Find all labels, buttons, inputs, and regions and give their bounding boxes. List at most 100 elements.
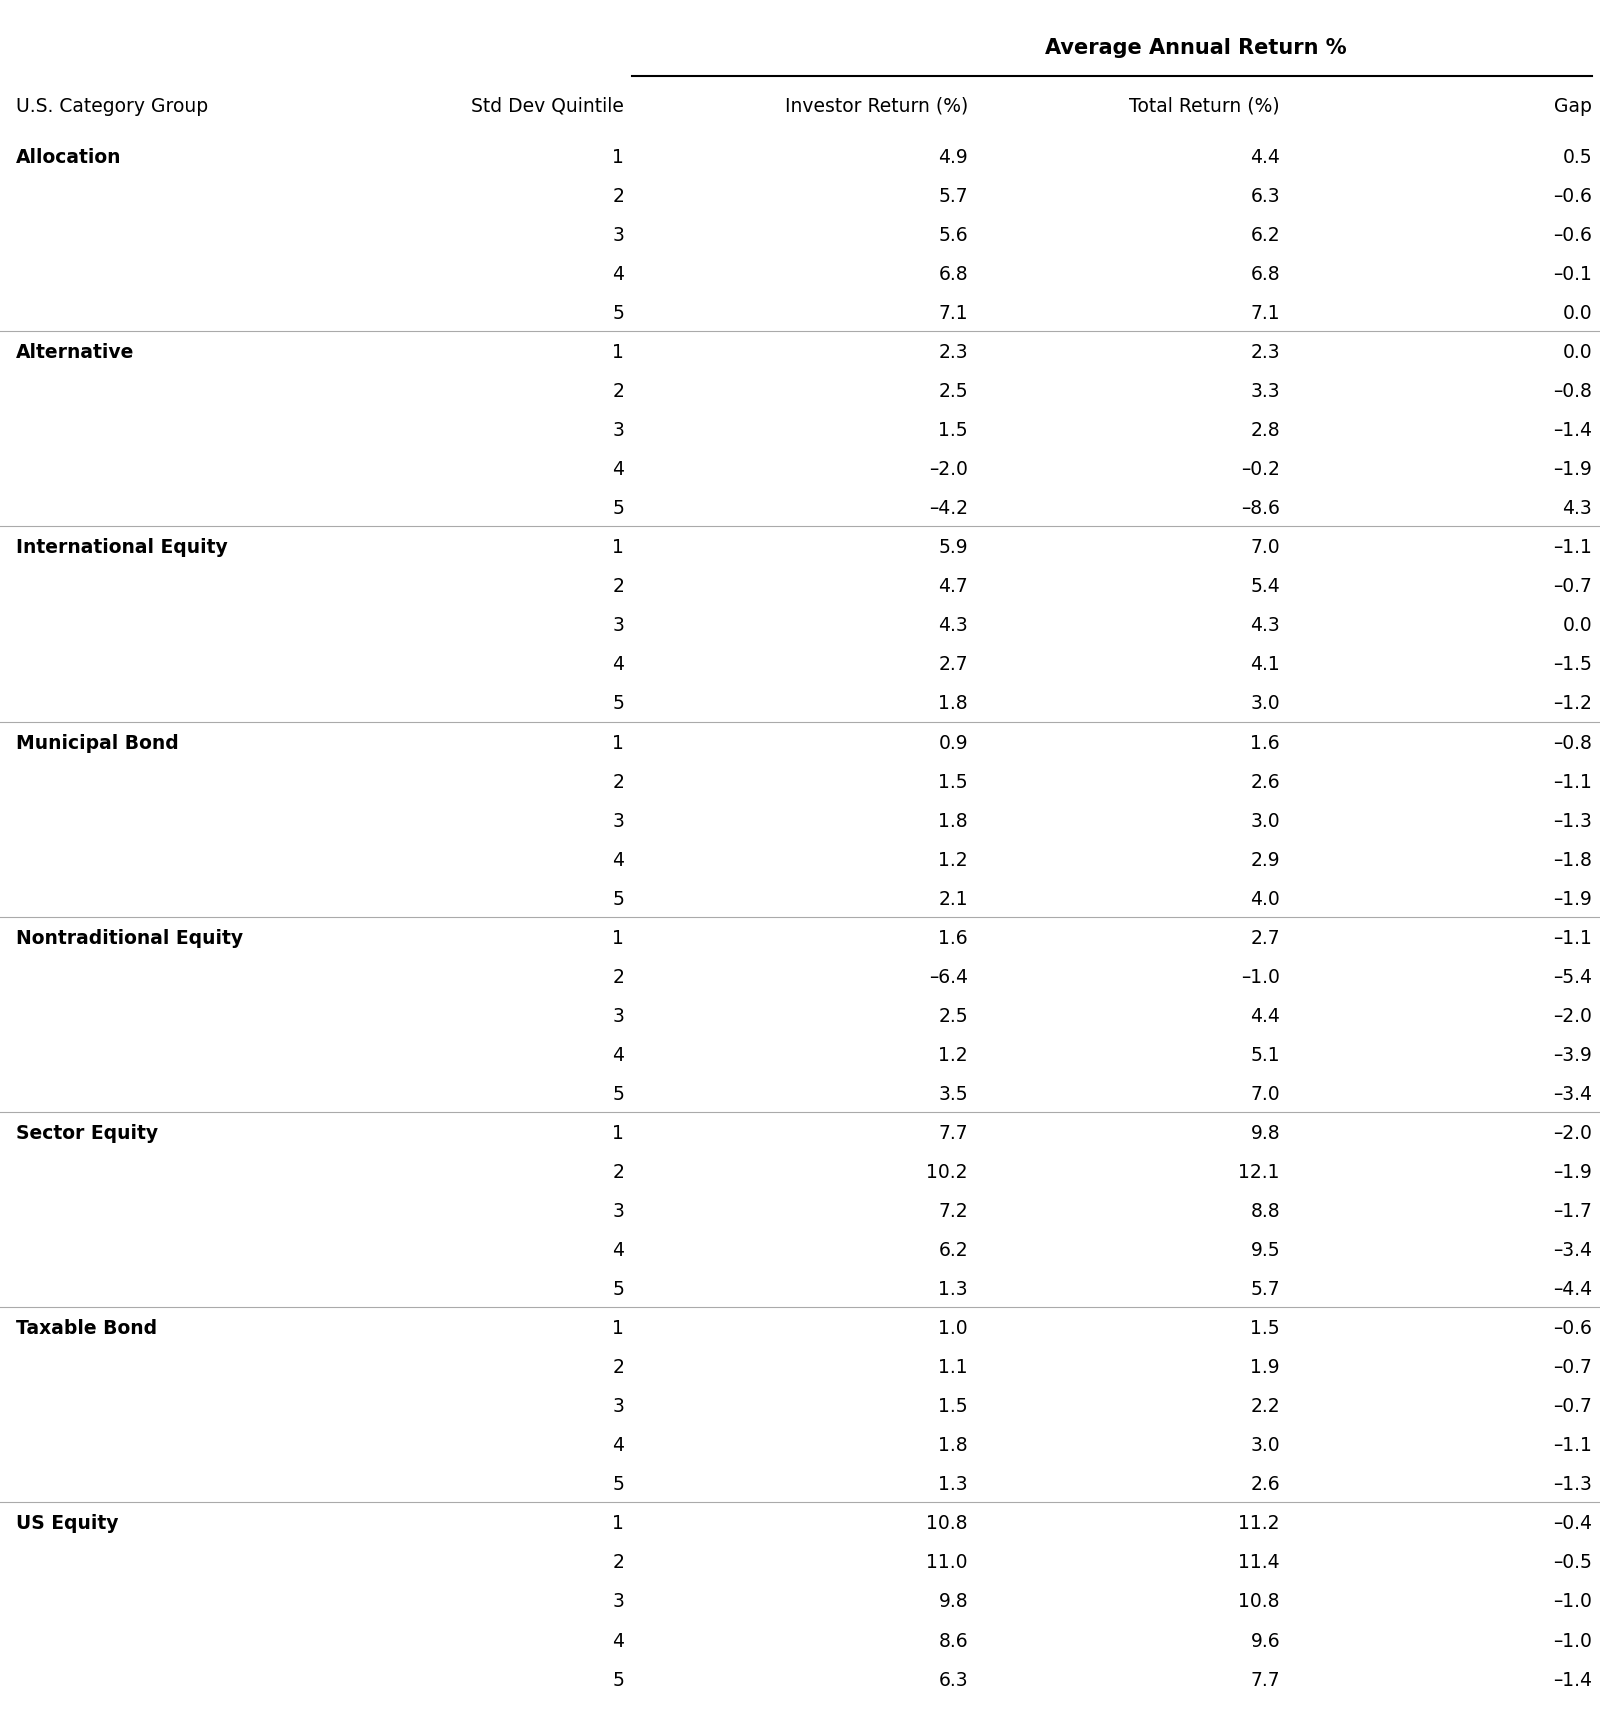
Text: 4: 4 — [611, 460, 624, 479]
Text: 1.0: 1.0 — [938, 1320, 968, 1339]
Text: –0.7: –0.7 — [1554, 1358, 1592, 1377]
Text: 0.5: 0.5 — [1562, 147, 1592, 166]
Text: –1.1: –1.1 — [1554, 773, 1592, 792]
Text: 4: 4 — [611, 265, 624, 284]
Text: 7.1: 7.1 — [1250, 304, 1280, 324]
Text: 4: 4 — [611, 1240, 624, 1259]
Text: –0.6: –0.6 — [1554, 187, 1592, 206]
Text: 1: 1 — [613, 343, 624, 362]
Text: 2.9: 2.9 — [1250, 851, 1280, 870]
Text: U.S. Category Group: U.S. Category Group — [16, 97, 208, 116]
Text: Sector Equity: Sector Equity — [16, 1124, 158, 1144]
Text: 5: 5 — [613, 694, 624, 713]
Text: 4: 4 — [611, 1436, 624, 1455]
Text: –0.7: –0.7 — [1554, 1398, 1592, 1417]
Text: 2.6: 2.6 — [1250, 1476, 1280, 1495]
Text: 1: 1 — [613, 147, 624, 166]
Text: 0.0: 0.0 — [1562, 343, 1592, 362]
Text: 9.8: 9.8 — [1250, 1124, 1280, 1144]
Text: –1.8: –1.8 — [1554, 851, 1592, 870]
Text: 2: 2 — [613, 382, 624, 401]
Text: –1.0: –1.0 — [1554, 1631, 1592, 1650]
Text: –1.4: –1.4 — [1554, 420, 1592, 439]
Text: –0.6: –0.6 — [1554, 227, 1592, 246]
Text: 1: 1 — [613, 1514, 624, 1533]
Text: 5: 5 — [613, 1671, 624, 1690]
Text: –1.9: –1.9 — [1554, 1163, 1592, 1182]
Text: –1.0: –1.0 — [1242, 967, 1280, 986]
Text: 3: 3 — [613, 811, 624, 830]
Text: 2: 2 — [613, 187, 624, 206]
Text: 5: 5 — [613, 304, 624, 324]
Text: Total Return (%): Total Return (%) — [1130, 97, 1280, 116]
Text: US Equity: US Equity — [16, 1514, 118, 1533]
Text: 1.8: 1.8 — [938, 811, 968, 830]
Text: 2.5: 2.5 — [938, 1007, 968, 1026]
Text: 3.0: 3.0 — [1250, 1436, 1280, 1455]
Text: –1.1: –1.1 — [1554, 929, 1592, 948]
Text: 6.8: 6.8 — [1250, 265, 1280, 284]
Text: –0.7: –0.7 — [1554, 578, 1592, 597]
Text: 5.9: 5.9 — [938, 538, 968, 557]
Text: 7.0: 7.0 — [1250, 1085, 1280, 1104]
Text: 2.6: 2.6 — [1250, 773, 1280, 792]
Text: 4.3: 4.3 — [938, 616, 968, 635]
Text: –4.2: –4.2 — [930, 500, 968, 519]
Text: –6.4: –6.4 — [930, 967, 968, 986]
Text: 3: 3 — [613, 420, 624, 439]
Text: Nontraditional Equity: Nontraditional Equity — [16, 929, 243, 948]
Text: 1.5: 1.5 — [938, 773, 968, 792]
Text: 9.8: 9.8 — [938, 1593, 968, 1611]
Text: –8.6: –8.6 — [1242, 500, 1280, 519]
Text: –1.7: –1.7 — [1554, 1202, 1592, 1221]
Text: –1.9: –1.9 — [1554, 460, 1592, 479]
Text: –0.6: –0.6 — [1554, 1320, 1592, 1339]
Text: 4: 4 — [611, 851, 624, 870]
Text: –0.4: –0.4 — [1554, 1514, 1592, 1533]
Text: –1.1: –1.1 — [1554, 538, 1592, 557]
Text: –4.4: –4.4 — [1554, 1280, 1592, 1299]
Text: 4.7: 4.7 — [938, 578, 968, 597]
Text: 1.1: 1.1 — [938, 1358, 968, 1377]
Text: 1: 1 — [613, 734, 624, 753]
Text: 5: 5 — [613, 500, 624, 519]
Text: 5.6: 5.6 — [938, 227, 968, 246]
Text: 1.5: 1.5 — [938, 420, 968, 439]
Text: 4: 4 — [611, 1047, 624, 1066]
Text: 3: 3 — [613, 616, 624, 635]
Text: 5.4: 5.4 — [1250, 578, 1280, 597]
Text: Average Annual Return %: Average Annual Return % — [1045, 38, 1347, 59]
Text: 1: 1 — [613, 538, 624, 557]
Text: 10.2: 10.2 — [926, 1163, 968, 1182]
Text: 3: 3 — [613, 1007, 624, 1026]
Text: 0.9: 0.9 — [938, 734, 968, 753]
Text: 3: 3 — [613, 1593, 624, 1611]
Text: –0.1: –0.1 — [1554, 265, 1592, 284]
Text: 1.5: 1.5 — [1250, 1320, 1280, 1339]
Text: 5: 5 — [613, 1476, 624, 1495]
Text: 1.2: 1.2 — [938, 1047, 968, 1066]
Text: 5: 5 — [613, 889, 624, 908]
Text: 2: 2 — [613, 1163, 624, 1182]
Text: –3.4: –3.4 — [1554, 1240, 1592, 1259]
Text: 10.8: 10.8 — [926, 1514, 968, 1533]
Text: 4: 4 — [611, 1631, 624, 1650]
Text: 10.8: 10.8 — [1238, 1593, 1280, 1611]
Text: Gap: Gap — [1554, 97, 1592, 116]
Text: 1: 1 — [613, 1320, 624, 1339]
Text: –0.2: –0.2 — [1242, 460, 1280, 479]
Text: 3.3: 3.3 — [1250, 382, 1280, 401]
Text: 0.0: 0.0 — [1562, 616, 1592, 635]
Text: –0.8: –0.8 — [1554, 734, 1592, 753]
Text: 7.1: 7.1 — [938, 304, 968, 324]
Text: 2.1: 2.1 — [938, 889, 968, 908]
Text: Investor Return (%): Investor Return (%) — [784, 97, 968, 116]
Text: 4: 4 — [611, 656, 624, 675]
Text: 8.8: 8.8 — [1250, 1202, 1280, 1221]
Text: 5: 5 — [613, 1280, 624, 1299]
Text: –1.2: –1.2 — [1554, 694, 1592, 713]
Text: 7.7: 7.7 — [1250, 1671, 1280, 1690]
Text: 3.5: 3.5 — [938, 1085, 968, 1104]
Text: 1.2: 1.2 — [938, 851, 968, 870]
Text: 1.8: 1.8 — [938, 1436, 968, 1455]
